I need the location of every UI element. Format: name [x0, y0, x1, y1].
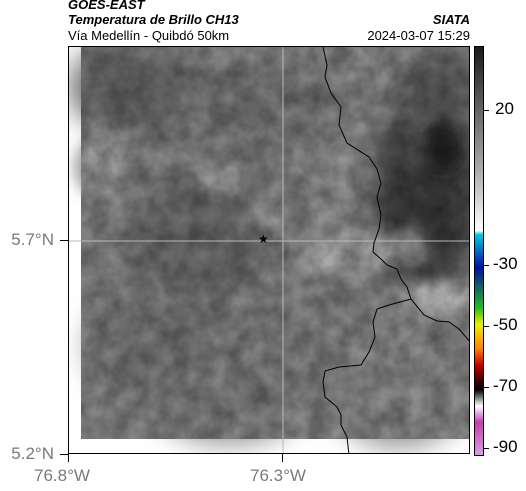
brand-label: SIATA: [432, 12, 470, 27]
satellite-map[interactable]: ★: [68, 46, 470, 454]
y-tick: [60, 454, 68, 455]
colorbar-tick: [484, 110, 489, 111]
star-icon[interactable]: ★: [258, 232, 269, 246]
x-label-76-8W: 76.8°W: [34, 466, 90, 485]
colorbar-tick: [484, 387, 489, 388]
y-tick: [60, 240, 68, 241]
colorbar-label: -70: [493, 376, 518, 395]
colorbar-label: -30: [493, 254, 518, 273]
y-label-5-2N: 5.2°N: [11, 444, 54, 463]
y-label-5-7N: 5.7°N: [11, 230, 54, 249]
map-canvas: [69, 47, 469, 453]
colorbar-tick: [484, 448, 489, 449]
colorbar-tick: [484, 265, 489, 266]
colorbar-label: -50: [493, 315, 518, 334]
boundary-line: [410, 298, 469, 342]
cloud-field: [69, 47, 469, 447]
region-subtitle: Vía Medellín - Quibdó 50km: [68, 28, 230, 43]
boundary-line: [322, 47, 412, 453]
colorbar-tick: [484, 326, 489, 327]
x-label-76-3W: 76.3°W: [250, 466, 306, 485]
colorbar: [474, 46, 484, 456]
satellite-title: GOES-EAST: [68, 0, 145, 12]
product-title: Temperatura de Brillo CH13: [68, 12, 239, 27]
timestamp-label: 2024-03-07 15:29: [367, 28, 470, 43]
colorbar-label: -90: [493, 437, 518, 456]
colorbar-label: 20: [495, 99, 514, 118]
x-tick: [68, 454, 69, 462]
x-tick: [282, 454, 283, 462]
